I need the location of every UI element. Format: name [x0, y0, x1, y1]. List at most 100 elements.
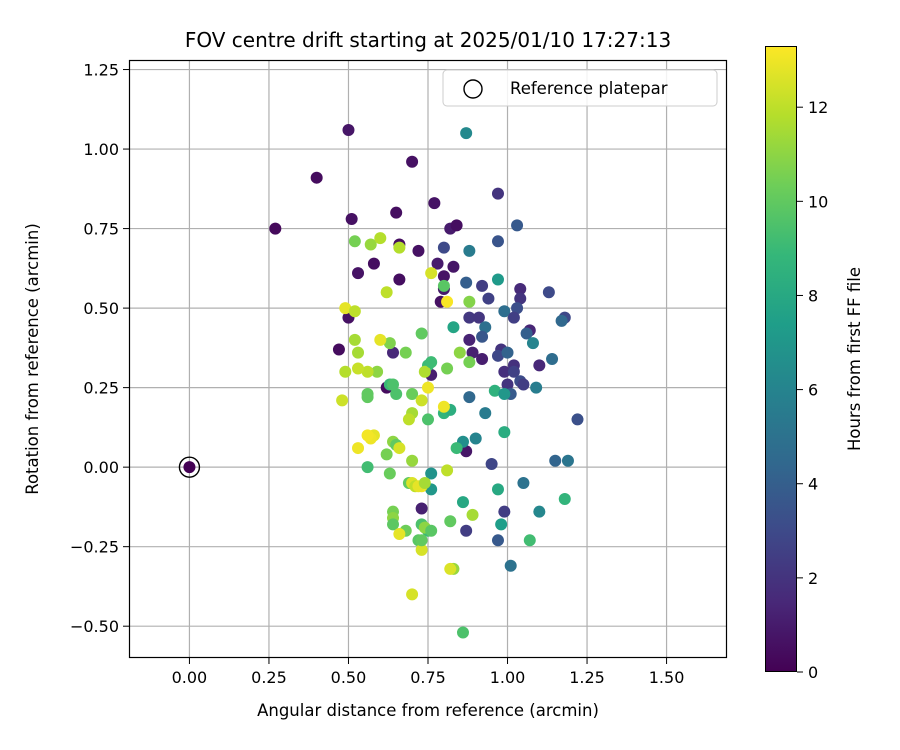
- data-point: [437, 270, 450, 283]
- data-point: [387, 346, 400, 359]
- data-point: [390, 387, 403, 400]
- data-point: [498, 426, 511, 439]
- data-point: [546, 353, 559, 365]
- colorbar-tick-label: 8: [808, 286, 818, 305]
- data-point: [422, 413, 434, 426]
- data-point: [511, 302, 524, 315]
- data-point: [425, 356, 438, 369]
- data-point: [526, 337, 539, 350]
- data-point: [441, 295, 454, 308]
- data-point: [425, 267, 438, 280]
- x-tick-label: 1.25: [569, 668, 605, 687]
- data-point: [491, 187, 504, 200]
- data-point: [444, 515, 457, 528]
- data-point: [393, 527, 406, 540]
- data-point: [418, 477, 431, 490]
- data-point: [332, 343, 345, 356]
- data-point: [463, 333, 476, 346]
- data-point: [367, 257, 380, 270]
- data-point: [469, 432, 482, 445]
- data-point: [415, 534, 428, 547]
- data-point: [561, 454, 574, 467]
- data-point: [491, 273, 504, 286]
- data-point: [269, 222, 282, 235]
- data-point: [460, 524, 473, 537]
- data-point: [498, 387, 511, 400]
- data-point: [485, 457, 498, 470]
- y-tick-label: −0.25: [70, 538, 119, 557]
- data-point: [447, 260, 460, 273]
- data-point: [418, 365, 431, 378]
- data-point: [498, 305, 511, 318]
- legend-box: [442, 69, 718, 107]
- data-point: [437, 400, 450, 413]
- data-point: [415, 502, 428, 515]
- colorbar-label: Hours from first FF file: [845, 267, 864, 451]
- legend-label: Reference platepar: [510, 79, 668, 98]
- data-point: [383, 467, 396, 480]
- data-point: [431, 257, 444, 270]
- data-point: [441, 464, 454, 477]
- data-point: [364, 238, 377, 251]
- x-tick-label: 0.25: [251, 668, 287, 687]
- data-point: [387, 378, 400, 391]
- data-point: [383, 337, 396, 350]
- data-point: [571, 413, 584, 426]
- data-point: [498, 505, 511, 518]
- data-point: [380, 448, 393, 461]
- data-point: [393, 273, 406, 286]
- data-point: [476, 353, 489, 365]
- x-tick-label: 1.50: [649, 668, 685, 687]
- x-tick-label: 1.00: [490, 668, 526, 687]
- data-point: [428, 197, 441, 210]
- x-tick-label: 0.00: [172, 668, 208, 687]
- data-point: [361, 365, 374, 378]
- data-point: [542, 286, 555, 299]
- y-axis-ticks: −0.50 −0.25 0.00 0.25 0.50 0.75 1.00 1.25: [70, 61, 129, 636]
- data-point: [517, 477, 530, 490]
- colorbar-frame: [765, 46, 797, 672]
- data-point: [437, 279, 450, 292]
- data-point: [511, 219, 524, 232]
- data-point: [447, 321, 460, 334]
- data-point: [498, 365, 511, 378]
- data-point: [339, 302, 352, 315]
- data-point: [374, 232, 387, 245]
- data-point: [450, 442, 463, 455]
- data-point: [352, 267, 365, 280]
- data-point: [523, 534, 536, 547]
- legend: Reference platepar: [442, 69, 718, 107]
- grid-lines: [129, 60, 727, 658]
- data-point: [399, 346, 412, 359]
- y-tick-label: 0.75: [83, 220, 119, 239]
- data-point: [371, 365, 384, 378]
- data-point: [390, 206, 403, 219]
- data-point: [533, 505, 546, 518]
- data-point: [501, 346, 514, 359]
- data-point: [530, 381, 543, 394]
- data-point: [425, 524, 438, 537]
- data-point: [348, 333, 361, 346]
- data-point: [406, 155, 419, 168]
- data-point: [456, 626, 469, 639]
- data-point: [460, 445, 473, 458]
- data-point: [437, 241, 450, 254]
- data-point: [352, 442, 365, 455]
- data-point: [482, 292, 495, 305]
- data-point: [444, 562, 457, 575]
- data-point: [348, 235, 361, 248]
- data-point: [491, 235, 504, 248]
- data-point: [310, 171, 323, 184]
- y-tick-label: 1.00: [83, 140, 119, 159]
- data-point: [466, 346, 479, 359]
- colorbar-tick-label: 2: [808, 569, 818, 588]
- data-point: [520, 327, 533, 340]
- data-point: [549, 454, 562, 467]
- data-point: [463, 356, 476, 369]
- data-point: [441, 362, 454, 375]
- data-point: [463, 295, 476, 308]
- colorbar-gradient: [765, 46, 797, 672]
- data-point: [422, 381, 434, 394]
- data-point: [415, 394, 428, 407]
- x-tick-label: 0.50: [331, 668, 367, 687]
